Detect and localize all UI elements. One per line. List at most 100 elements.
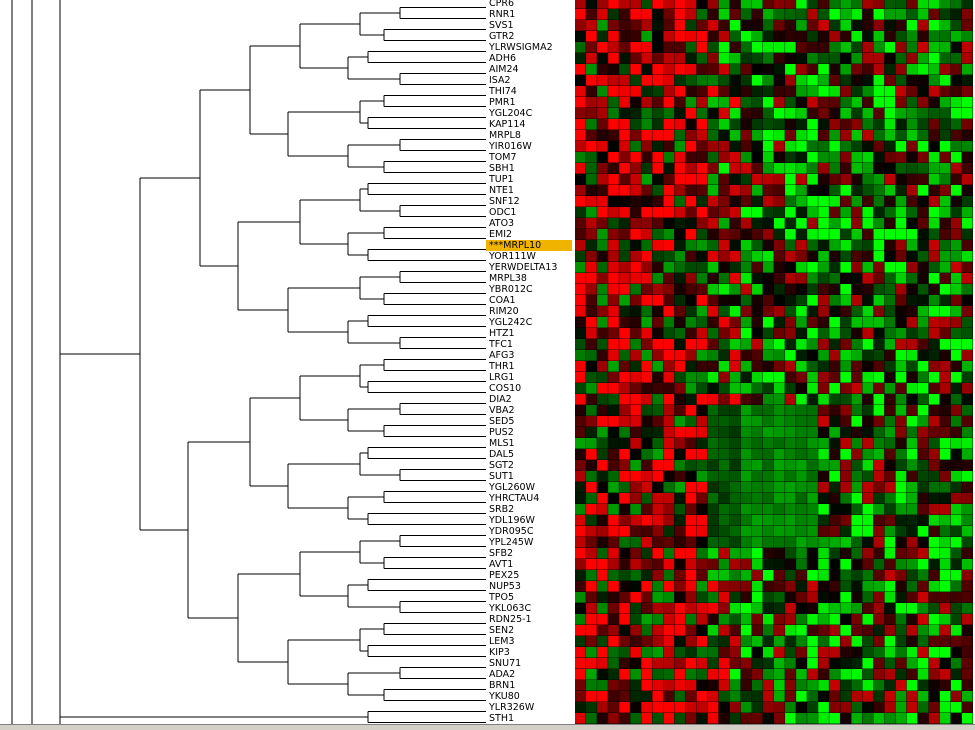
gene-label[interactable]: YOR111W: [489, 251, 536, 262]
heatmap-cell: [619, 482, 630, 493]
heatmap-cell: [884, 97, 896, 108]
heatmap-cell: [884, 658, 896, 669]
gene-label[interactable]: COS10: [489, 383, 522, 394]
gene-label[interactable]: YLRWSIGMA2: [489, 42, 553, 53]
gene-label[interactable]: YGL242C: [489, 317, 533, 328]
heatmap-cell: [840, 471, 851, 482]
gene-label[interactable]: AFG3: [489, 350, 515, 361]
heatmap-cell: [674, 196, 686, 207]
gene-label[interactable]: MRPL38: [489, 273, 527, 284]
horizontal-scrollbar[interactable]: [0, 724, 975, 730]
gene-label[interactable]: SBH1: [489, 163, 515, 174]
heatmap-cell: [718, 218, 730, 229]
heatmap-cell: [630, 229, 641, 240]
gene-label[interactable]: THI74: [489, 86, 517, 97]
gene-label[interactable]: RIM20: [489, 306, 519, 317]
gene-label[interactable]: KAP114: [489, 119, 526, 130]
heatmap-cell: [774, 163, 785, 174]
heatmap-cell: [575, 350, 586, 361]
gene-label[interactable]: YHRCTAU4: [489, 493, 540, 504]
gene-label[interactable]: PMR1: [489, 97, 516, 108]
gene-label[interactable]: YKU80: [489, 691, 520, 702]
gene-label[interactable]: YDR095C: [489, 526, 534, 537]
gene-label[interactable]: ODC1: [489, 207, 517, 218]
gene-label[interactable]: CPR6: [489, 0, 515, 9]
gene-label[interactable]: KIP3: [489, 647, 510, 658]
gene-label[interactable]: PEX25: [489, 570, 520, 581]
gene-label[interactable]: SGT2: [489, 460, 514, 471]
heatmap-cell: [674, 240, 686, 251]
gene-label[interactable]: COA1: [489, 295, 516, 306]
gene-label[interactable]: NUP53: [489, 581, 521, 592]
gene-label[interactable]: YDL196W: [489, 515, 535, 526]
gene-label[interactable]: MLS1: [489, 438, 515, 449]
gene-label[interactable]: GTR2: [489, 31, 515, 42]
heatmap-cell: [917, 515, 929, 526]
gene-label[interactable]: SRB2: [489, 504, 515, 515]
gene-label[interactable]: ATO3: [489, 218, 515, 229]
gene-label[interactable]: SNU71: [489, 658, 522, 669]
gene-label[interactable]: BRN1: [489, 680, 516, 691]
gene-label[interactable]: MRPL8: [489, 130, 521, 141]
gene-label[interactable]: YBR012C: [489, 284, 533, 295]
gene-label[interactable]: YKL063C: [489, 603, 532, 614]
gene-label[interactable]: SEN2: [489, 625, 515, 636]
heatmap-cell: [950, 669, 962, 680]
gene-label[interactable]: YERWDELTA13: [489, 262, 558, 273]
gene-label[interactable]: RDN25-1: [489, 614, 532, 625]
gene-label[interactable]: TPO5: [489, 592, 515, 603]
gene-label[interactable]: YGL204C: [489, 108, 533, 119]
heatmap-cell: [685, 97, 697, 108]
heatmap-cell: [917, 9, 929, 20]
gene-label[interactable]: HTZ1: [489, 328, 515, 339]
heatmap-cell: [873, 636, 885, 647]
gene-label[interactable]: NTE1: [489, 185, 514, 196]
heatmap-cell: [729, 526, 741, 537]
heatmap-cell: [751, 460, 763, 471]
gene-label[interactable]: SVS1: [489, 20, 514, 31]
gene-label[interactable]: YLR326W: [489, 702, 535, 713]
heatmap-cell: [740, 328, 752, 339]
gene-label[interactable]: YPL245W: [489, 537, 534, 548]
heatmap-cell: [740, 636, 752, 647]
gene-label[interactable]: EMI2: [489, 229, 513, 240]
heatmap-cell: [696, 416, 708, 427]
gene-label[interactable]: DIA2: [489, 394, 512, 405]
gene-label[interactable]: VBA2: [489, 405, 515, 416]
heatmap-cell: [928, 240, 940, 251]
heatmap-cell: [807, 471, 818, 482]
gene-label[interactable]: RNR1: [489, 9, 516, 20]
heatmap-cell: [917, 218, 929, 229]
gene-label[interactable]: SFB2: [489, 548, 514, 559]
heatmap-cell: [751, 317, 763, 328]
gene-label[interactable]: ADA2: [489, 669, 516, 680]
heatmap-cell: [906, 592, 918, 603]
gene-label[interactable]: THR1: [489, 361, 515, 372]
gene-label[interactable]: ADH6: [489, 53, 517, 64]
gene-label[interactable]: LRG1: [489, 372, 515, 383]
gene-label[interactable]: YIR016W: [489, 141, 532, 152]
gene-label[interactable]: ***MRPL10: [486, 240, 572, 251]
gene-label[interactable]: TFC1: [489, 339, 513, 350]
gene-label[interactable]: TUP1: [489, 174, 514, 185]
heatmap-cell: [840, 196, 851, 207]
gene-label[interactable]: SNF12: [489, 196, 520, 207]
gene-label[interactable]: SED5: [489, 416, 515, 427]
gene-label[interactable]: STH1: [489, 713, 515, 724]
gene-label[interactable]: ISA2: [489, 75, 511, 86]
gene-label[interactable]: TOM7: [489, 152, 517, 163]
gene-label[interactable]: YGL260W: [489, 482, 535, 493]
heatmap-cell: [785, 559, 796, 570]
gene-label[interactable]: LEM3: [489, 636, 515, 647]
gene-label[interactable]: AVT1: [489, 559, 514, 570]
gene-label[interactable]: PUS2: [489, 427, 514, 438]
heatmap-cell: [608, 97, 619, 108]
gene-label[interactable]: SUT1: [489, 471, 514, 482]
heatmap-cell: [851, 680, 863, 691]
gene-label[interactable]: AIM24: [489, 64, 519, 75]
heatmap-cell: [575, 42, 586, 53]
expression-heatmap[interactable]: [575, 0, 973, 724]
heatmap-cell: [840, 394, 851, 405]
gene-label[interactable]: DAL5: [489, 449, 514, 460]
heatmap-cell: [796, 97, 807, 108]
